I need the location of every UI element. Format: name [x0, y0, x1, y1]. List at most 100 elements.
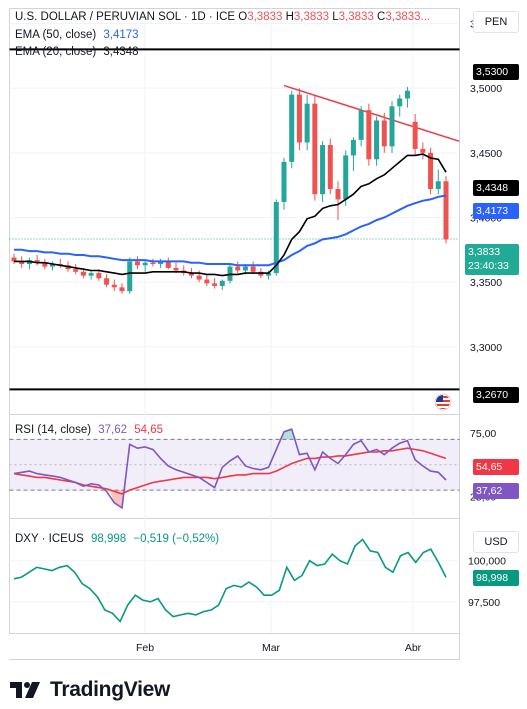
candle-body [327, 145, 333, 190]
candle-body [281, 161, 287, 202]
candle-body [104, 278, 110, 285]
level-low-label: 3,2670 [473, 387, 519, 403]
ohlc-value-l: 3,3833 [338, 11, 374, 23]
ohlc-key-o: O [238, 11, 248, 23]
candle-body [435, 181, 441, 190]
currency-selector[interactable]: PEN [473, 11, 519, 33]
dxy-currency[interactable]: USD [473, 531, 519, 553]
candle-body [88, 273, 94, 276]
candle-body [250, 266, 256, 272]
dxy-value: 98,998 [91, 533, 127, 545]
level-high-label: 3,5300 [473, 64, 519, 80]
candle-body [358, 110, 364, 140]
candle-body [273, 201, 279, 274]
last-price-label: 3,3833 23:40:33 [465, 244, 519, 275]
candle-body [289, 94, 295, 162]
time-tick-label: Feb [136, 642, 154, 654]
candle-body [335, 189, 341, 200]
price-tick-label: 3,5000 [470, 83, 502, 95]
price-tick-label: 3,3000 [470, 342, 502, 354]
candle-body [381, 120, 387, 147]
time-tick-label: Mar [262, 642, 281, 654]
candle-body [266, 273, 272, 276]
tradingview-wordmark: TradingView [50, 678, 171, 701]
dxy-legend[interactable]: DXY · ICEUS 98,998 −0,519 (−0,52%) [15, 533, 219, 545]
candle-body [350, 139, 356, 156]
resistance-trendline [283, 84, 460, 142]
price-axis: 3,55003,50003,45003,40003,35003,300075,0… [468, 19, 506, 609]
candle-body [420, 148, 426, 153]
candle-body [320, 145, 326, 195]
candle-body [19, 261, 25, 265]
candle-body [204, 279, 210, 284]
rsi-ma-value: 54,65 [134, 424, 164, 436]
candle-body [142, 262, 148, 266]
candle-body [404, 90, 410, 99]
candle-body [235, 266, 241, 271]
candle-body [50, 264, 56, 267]
candle-body [96, 273, 102, 279]
ema20-price-label: 3,4348 [473, 180, 519, 196]
candle-body [412, 121, 418, 149]
ema20-value: 3,4348 [103, 46, 139, 58]
ema50-line [14, 194, 447, 267]
dxy-pane [13, 538, 447, 623]
tradingview-logo-icon [10, 680, 42, 700]
candle-body [134, 261, 140, 266]
candle-body [312, 103, 318, 195]
rsi-tick-label: 75,00 [470, 428, 496, 440]
ema50-value: 3,4173 [103, 29, 139, 41]
time-axis: Feb Mar Abr [136, 642, 422, 654]
ohlc-value-h: 3,3833 [293, 11, 330, 23]
ema-lines [14, 153, 447, 277]
ohlc-values: O3,3833 H3,3833 L3,3833 C3,3833... [238, 11, 430, 23]
candles [11, 86, 449, 294]
ema50-label: EMA (50, close) [15, 29, 97, 41]
tradingview-logo[interactable]: TradingView [10, 678, 170, 702]
dxy-label: DXY · ICEUS [15, 533, 84, 545]
ema20-legend[interactable]: EMA (20, close) 3,4348 [15, 46, 139, 58]
horizontal-levels [9, 48, 460, 391]
rsi-ma-price-label: 54,65 [473, 459, 519, 475]
candle-body [343, 155, 349, 200]
candle-body [443, 181, 449, 240]
candle-body [111, 284, 117, 288]
candle-body [73, 269, 79, 272]
candle-body [165, 261, 171, 268]
rsi-oversold-fill [109, 490, 124, 508]
candle-body [34, 260, 40, 263]
ema20-label: EMA (20, close) [15, 46, 97, 58]
bar-countdown: 23:40:33 [468, 260, 509, 272]
price-tick-label: 3,3500 [470, 277, 502, 289]
candle-body [219, 280, 225, 286]
candle-body [158, 261, 164, 265]
candle-body [389, 106, 395, 147]
candle-body [242, 266, 248, 271]
candle-body [366, 110, 372, 160]
time-tick-label: Abr [405, 642, 422, 654]
dxy-change: −0,519 (−0,52%) [133, 533, 220, 545]
ema50-legend[interactable]: EMA (50, close) 3,4173 [15, 29, 139, 41]
rsi-legend[interactable]: RSI (14, close) 37,62 54,65 [15, 424, 163, 436]
rsi-label: RSI (14, close) [15, 424, 92, 436]
candle-body [296, 94, 302, 143]
candle-body [127, 261, 133, 292]
ohlc-value-o: 3,3833 [247, 11, 283, 23]
rsi-value: 37,62 [98, 424, 128, 436]
candle-body [212, 283, 218, 286]
ohlc-key-l: L [329, 11, 339, 23]
candle-body [11, 257, 17, 262]
symbol-title[interactable]: U.S. DOLLAR / PERUVIAN SOL · 1D · ICE [15, 11, 236, 23]
us-flag-icon[interactable] [434, 393, 452, 411]
dxy-line [13, 538, 447, 623]
candle-body [428, 152, 434, 190]
candle-body [150, 262, 156, 265]
candle-body [42, 262, 48, 267]
ohlc-value-c: 3,3833... [385, 11, 431, 23]
candle-body [397, 98, 403, 107]
candle-body [80, 271, 86, 276]
pane-frames [9, 8, 460, 660]
rsi-line [13, 428, 447, 510]
candle-body [119, 287, 125, 292]
